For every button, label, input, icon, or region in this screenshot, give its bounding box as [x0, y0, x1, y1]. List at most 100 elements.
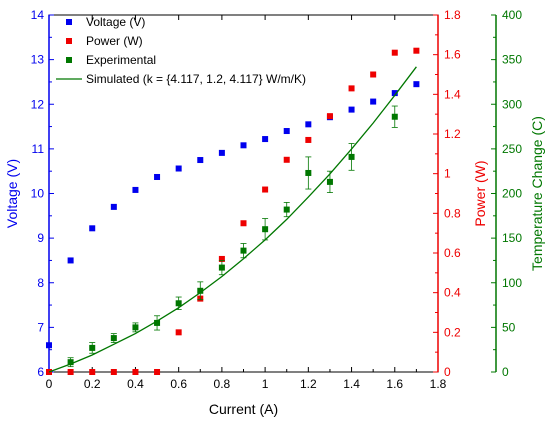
data-point-voltage — [348, 106, 355, 113]
data-point-voltage — [283, 128, 290, 135]
y-tick-label-power: 1.4 — [444, 87, 461, 101]
data-point-power — [326, 113, 333, 120]
y-axis-title-power: Power (W) — [472, 160, 488, 226]
data-point-power — [240, 220, 247, 227]
data-point-temp — [110, 335, 117, 342]
data-point-voltage — [175, 165, 182, 172]
legend: Voltage (V) Power (W) Experimental Simulate… — [56, 15, 306, 86]
legend-marker — [66, 19, 72, 25]
data-point-voltage — [132, 186, 139, 193]
data-point-voltage — [110, 203, 117, 210]
y-tick-label-power: 0.2 — [444, 325, 461, 339]
y-tick-label-power: 0.8 — [444, 206, 461, 220]
data-point-voltage — [413, 81, 420, 88]
data-point-temp — [132, 324, 139, 331]
data-point-voltage — [262, 136, 269, 143]
y-tick-label-temp: 400 — [502, 8, 522, 22]
y-axis-title-voltage: Voltage (V) — [4, 159, 20, 228]
y-axis-temp: 0 50 100 150 200 250 300 350 400 Temperature Chan… — [491, 8, 545, 379]
data-point-temp — [67, 359, 74, 366]
x-tick-label: 1.2 — [300, 377, 317, 391]
data-point-voltage — [218, 149, 225, 156]
data-point-voltage — [67, 257, 74, 264]
legend-label: Experimental — [86, 53, 156, 67]
y-axis-title-temp: Temperature Change (C) — [529, 116, 545, 271]
data-point-power — [89, 369, 96, 375]
legend-label: Power (W) — [86, 34, 143, 48]
data-point-temp — [262, 226, 269, 233]
y-tick-label-temp: 50 — [502, 320, 516, 334]
legend-marker — [66, 38, 72, 44]
x-tick-label: 0.6 — [170, 377, 187, 391]
y-tick-label-temp: 0 — [502, 365, 509, 379]
data-point-temp — [240, 247, 247, 254]
x-tick-label: 0.2 — [84, 377, 101, 391]
y-tick-label-temp: 200 — [502, 187, 522, 201]
plot-frame — [48, 14, 439, 373]
y-tick-label-temp: 350 — [502, 53, 522, 67]
data-point-power — [218, 255, 225, 262]
data-point-temp — [154, 319, 161, 326]
plot-area-border — [48, 14, 439, 373]
data-point-temp — [326, 178, 333, 185]
y-tick-label-voltage: 10 — [31, 187, 45, 201]
data-point-power — [154, 369, 161, 375]
y-tick-label-temp: 100 — [502, 276, 522, 290]
data-point-power — [132, 369, 139, 375]
y-tick-label-temp: 250 — [502, 142, 522, 156]
x-axis-title: Current (A) — [209, 401, 278, 417]
y-tick-label-voltage: 6 — [37, 365, 44, 379]
data-point-power — [175, 329, 182, 336]
y-tick-label-temp: 150 — [502, 231, 522, 245]
data-point-voltage — [46, 342, 52, 349]
data-point-power — [305, 136, 312, 143]
y-tick-label-temp: 300 — [502, 97, 522, 111]
data-point-temp — [89, 344, 96, 351]
x-tick-label: 1.6 — [386, 377, 403, 391]
data-point-voltage — [154, 173, 161, 180]
y-tick-label-power: 1 — [444, 167, 451, 181]
x-tick-label: 0.4 — [127, 377, 144, 391]
legend-marker — [66, 57, 72, 63]
y-tick-label-power: 0.4 — [444, 286, 461, 300]
data-point-voltage — [89, 225, 96, 232]
y-tick-label-voltage: 12 — [31, 97, 45, 111]
data-point-voltage — [197, 157, 204, 164]
legend-label: Simulated (k = {4.117, 1.2, 4.117} W/m/K… — [86, 72, 306, 86]
y-tick-label-voltage: 9 — [37, 231, 44, 245]
y-tick-label-voltage: 8 — [37, 276, 44, 290]
y-tick-label-voltage: 11 — [32, 142, 45, 156]
x-tick-label: 1.4 — [343, 377, 360, 391]
data-point-voltage — [391, 90, 398, 97]
plot-marks — [46, 47, 420, 375]
y-tick-label-power: 0.6 — [444, 246, 461, 260]
data-point-temp — [283, 206, 290, 213]
data-point-voltage — [370, 98, 377, 105]
y-tick-label-voltage: 13 — [31, 53, 45, 67]
simulated-curve — [48, 66, 417, 373]
y-tick-label-voltage: 7 — [37, 320, 44, 334]
x-tick-label: 1.8 — [430, 377, 447, 391]
data-point-power — [370, 71, 377, 78]
data-point-temp — [348, 153, 355, 160]
y-tick-label-power: 1.6 — [444, 48, 461, 62]
data-point-power — [283, 156, 290, 163]
data-point-temp — [305, 169, 312, 176]
y-tick-label-power: 1.2 — [444, 127, 461, 141]
y-axis-voltage: 6 7 8 9 10 11 12 13 14 Voltage (V) — [4, 8, 54, 379]
data-point-temp — [218, 264, 225, 271]
x-axis: 0 0.2 0.4 0.6 0.8 1 1.2 1.4 1.6 1.8 Current (A) — [46, 15, 447, 417]
data-point-power — [348, 85, 355, 92]
y-tick-label-voltage: 14 — [31, 8, 45, 22]
legend-label: Voltage (V) — [86, 15, 145, 29]
x-tick-label: 1 — [262, 377, 269, 391]
data-point-power — [413, 47, 420, 54]
x-tick-label: 0.8 — [214, 377, 231, 391]
data-point-voltage — [305, 121, 312, 128]
y-axis-power: 0 0.2 0.4 0.6 0.8 1 1.2 1.4 1.6 1.8 Power (W) — [433, 8, 488, 379]
x-tick-label: 0 — [46, 377, 53, 391]
data-point-voltage — [240, 142, 247, 149]
y-tick-label-power: 0 — [444, 365, 451, 379]
data-point-power — [391, 49, 398, 56]
